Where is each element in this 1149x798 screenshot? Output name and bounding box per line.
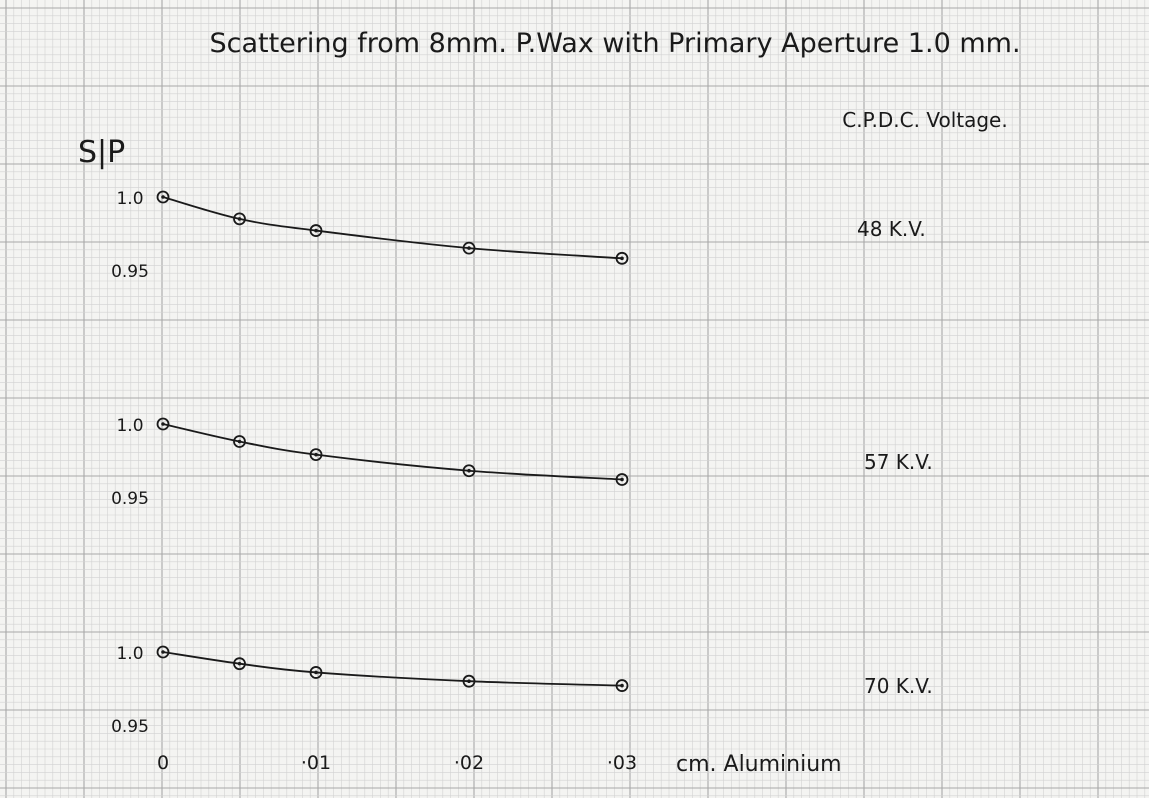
- data-point-center: [161, 195, 165, 199]
- data-point-center: [161, 650, 165, 654]
- data-point: [615, 251, 629, 265]
- data-point-center: [620, 477, 624, 482]
- data-point-center: [620, 683, 624, 688]
- data-point: [233, 212, 246, 226]
- data-point: [156, 645, 170, 659]
- data-point: [233, 657, 246, 671]
- data-point: [309, 448, 323, 462]
- data-point-center: [620, 256, 624, 261]
- y-tick-label: 0.95: [111, 489, 149, 509]
- y-tick-label: 1.0: [116, 416, 143, 436]
- panel-2: 1.0 0.95 57 K.V.: [111, 416, 933, 509]
- series-line: [162, 423, 623, 481]
- y-tick-label: 1.0: [116, 189, 143, 209]
- voltage-label: 70 K.V.: [864, 674, 933, 698]
- data-point: [233, 435, 246, 448]
- voltage-heading: C.P.D.C. Voltage.: [842, 108, 1007, 132]
- data-point-center: [314, 670, 318, 675]
- data-point-center: [161, 422, 165, 426]
- data-point-center: [467, 468, 471, 473]
- x-tick-labels: 0 ·01 ·02 ·03: [157, 752, 637, 774]
- data-point: [156, 190, 170, 204]
- x-axis-label: cm. Aluminium: [676, 752, 842, 777]
- y-tick-label: 0.95: [111, 262, 149, 282]
- data-point: [462, 241, 476, 255]
- x-tick-label: ·01: [301, 752, 331, 774]
- data-point: [615, 473, 629, 486]
- data-point-center: [237, 439, 242, 444]
- x-tick-label: 0: [157, 752, 169, 774]
- data-point: [462, 674, 476, 688]
- data-point-center: [237, 661, 242, 666]
- chart-panels: 1.0 0.95 48 K.V. 1.0 0.95 57 K.V. 1.0 0.95 70 K.…: [111, 189, 933, 737]
- data-point: [309, 224, 323, 237]
- data-point: [309, 666, 323, 679]
- series-line: [162, 651, 623, 687]
- x-tick-label: ·03: [607, 752, 637, 774]
- data-point: [156, 417, 170, 431]
- panel-3: 1.0 0.95 70 K.V.: [111, 644, 933, 737]
- y-tick-label: 1.0: [116, 644, 143, 664]
- series-line: [162, 196, 623, 260]
- y-tick-label: 0.95: [111, 717, 149, 737]
- voltage-label: 57 K.V.: [864, 450, 933, 474]
- chart-title: Scattering from 8mm. P.Wax with Primary …: [209, 28, 1020, 59]
- data-point-center: [237, 217, 242, 221]
- voltage-label: 48 K.V.: [857, 217, 926, 241]
- data-point-center: [314, 452, 318, 457]
- data-point: [462, 464, 476, 478]
- data-point-center: [314, 228, 318, 233]
- data-point: [615, 679, 629, 692]
- y-axis-label: S|P: [78, 135, 125, 170]
- data-point-center: [467, 246, 471, 250]
- data-point-center: [467, 679, 471, 683]
- x-tick-label: ·02: [454, 752, 484, 774]
- panel-1: 1.0 0.95 48 K.V.: [111, 189, 926, 282]
